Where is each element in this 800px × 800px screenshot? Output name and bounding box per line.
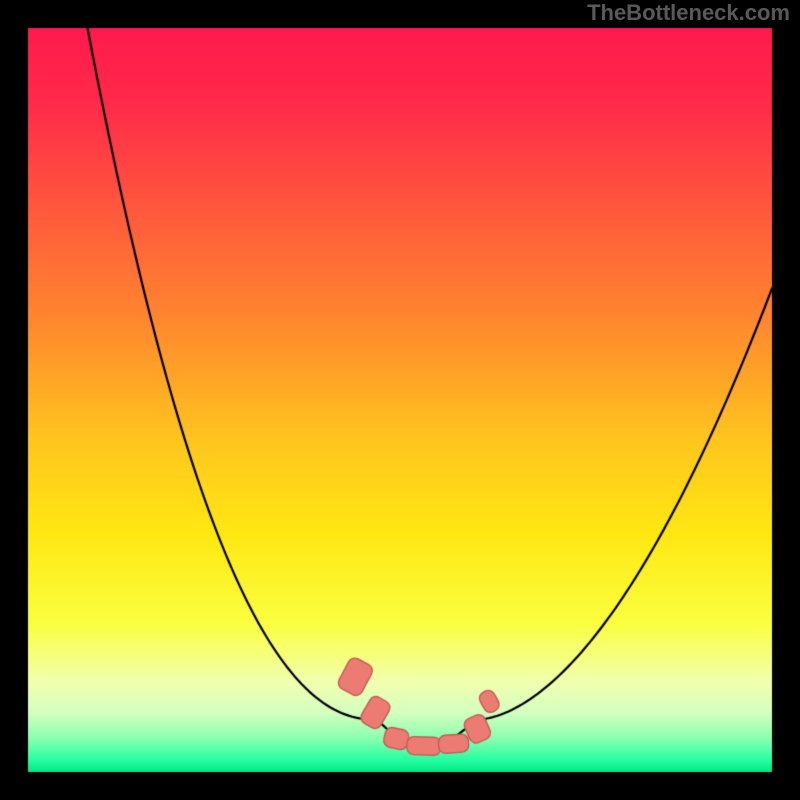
chart-stage: TheBottleneck.com [0,0,800,800]
watermark-text: TheBottleneck.com [587,0,790,26]
bottleneck-chart-canvas [0,0,800,800]
